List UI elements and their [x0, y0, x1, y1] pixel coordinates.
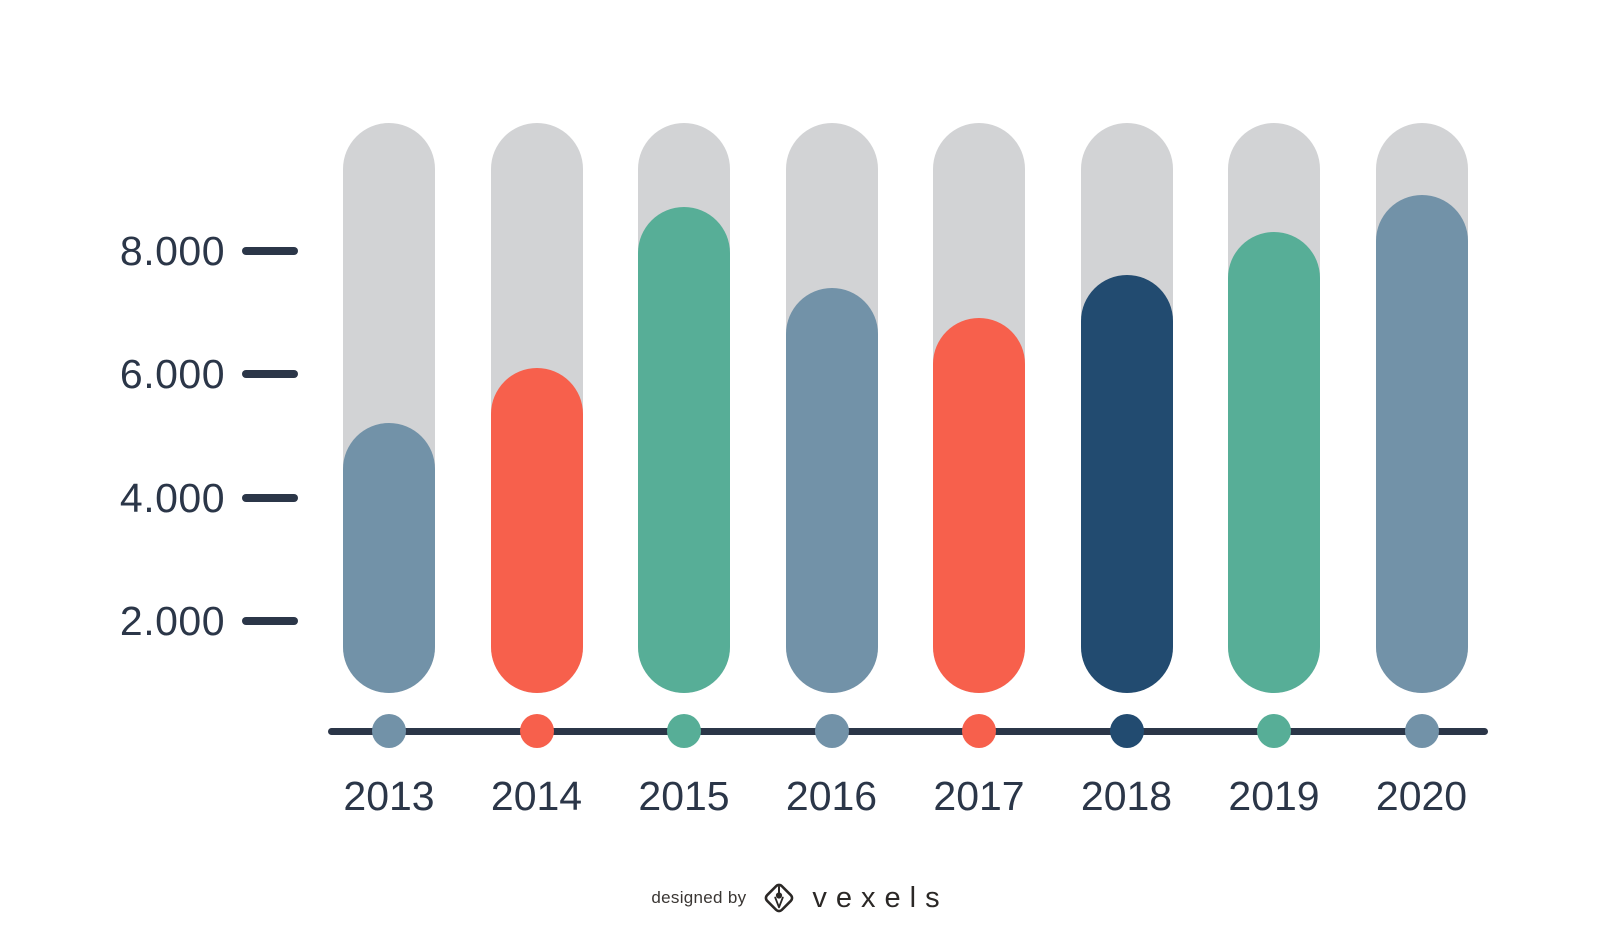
bar-fill-2019	[1228, 231, 1320, 693]
x-label-2016: 2016	[785, 773, 878, 819]
y-tick-label: 2.000	[119, 598, 225, 644]
x-axis-line	[328, 727, 1488, 735]
axis-dot-2018	[1109, 714, 1144, 748]
axis-dot-2015	[667, 714, 701, 748]
bar-fill-2018	[1080, 275, 1173, 693]
x-label-2018: 2018	[1080, 773, 1173, 819]
y-tick-dash	[242, 370, 298, 378]
x-label-2020: 2020	[1375, 773, 1468, 819]
x-label-2013: 2013	[343, 773, 435, 819]
axis-dot-2013	[372, 714, 406, 748]
y-tick-dash	[242, 493, 298, 502]
y-tick-label: 6.000	[119, 351, 225, 397]
designed-by-text: designed by	[651, 888, 747, 907]
vexels-pen-diamond-logo-icon	[765, 883, 794, 913]
bar-fill-2014	[490, 367, 583, 693]
bar-fill-2017	[933, 318, 1025, 693]
y-tick-label: 8.000	[119, 227, 225, 274]
bar-fill-2013	[343, 423, 435, 693]
bar-fill-2015	[638, 207, 730, 693]
axis-dot-2016	[814, 714, 849, 748]
x-label-2017: 2017	[933, 773, 1025, 819]
axis-dot-2019	[1257, 714, 1291, 748]
x-label-2015: 2015	[638, 773, 730, 819]
x-label-2014: 2014	[490, 773, 583, 819]
y-tick-dash	[242, 617, 298, 625]
axis-dot-2020	[1404, 714, 1439, 748]
x-label-2019: 2019	[1228, 773, 1320, 819]
bar-fill-2016	[785, 287, 878, 693]
axis-dot-2017	[962, 714, 996, 748]
bar-fill-2020	[1375, 194, 1468, 693]
footer: designed by vexels	[0, 868, 1600, 928]
axis-dot-2014	[519, 714, 554, 748]
y-tick-dash	[242, 246, 298, 255]
y-tick-label: 4.000	[119, 474, 225, 521]
brand-text: vexels	[812, 881, 949, 914]
